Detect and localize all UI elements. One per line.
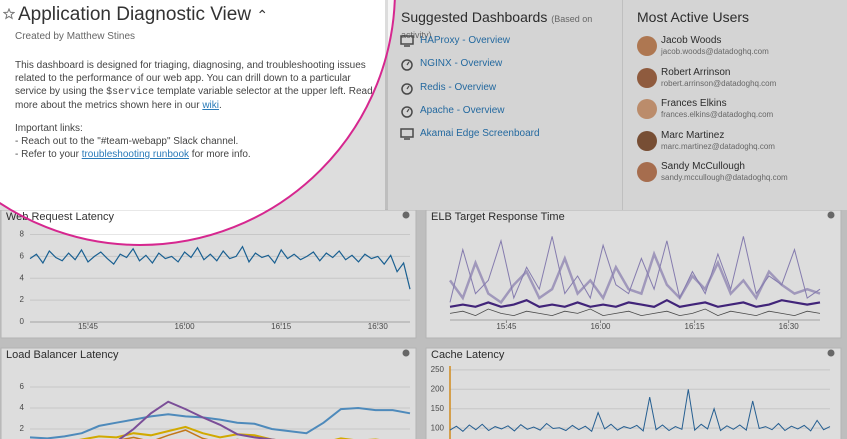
link-item: - Refer to your troubleshooting runbook … — [15, 149, 251, 160]
description: This dashboard is designed for triaging,… — [15, 60, 373, 111]
suggested-title: Suggested Dashboards (Based on activity) — [401, 9, 593, 40]
panel — [425, 209, 842, 339]
icon-shape — [406, 108, 410, 113]
series-line — [449, 236, 821, 303]
ptitle: Cache Latency — [431, 349, 505, 361]
dashboard-link[interactable]: Apache - Overview — [420, 104, 505, 116]
icon-shape — [401, 106, 413, 118]
link-item: - Reach out to the "#team-webapp" Slack … — [15, 136, 239, 147]
ptitle: Load Balancer Latency — [6, 349, 119, 361]
series-line — [29, 245, 411, 290]
links-heading: Important links: — [15, 123, 83, 134]
series-line — [118, 400, 276, 439]
dashboard-icon — [401, 59, 413, 72]
y-tick-label: 6 — [20, 382, 25, 391]
settings-icon[interactable] — [402, 349, 410, 357]
dashboard-icon — [400, 128, 414, 140]
settings-icon[interactable] — [827, 349, 835, 357]
users-title: Most Active Users — [637, 9, 750, 25]
dashboard-link[interactable]: HAProxy - Overview — [420, 35, 511, 46]
x-tick-label: 16:15 — [271, 322, 292, 331]
ptitle: ELB Target Response Time — [431, 211, 565, 223]
avatar[interactable] — [637, 36, 657, 56]
x-tick-label: 16:15 — [685, 322, 706, 331]
y-tick-label: 100 — [431, 423, 445, 432]
y-tick-label: 0 — [20, 317, 25, 326]
settings-icon[interactable] — [827, 211, 835, 219]
dashboard-link[interactable]: NGINX - Overview — [420, 58, 503, 70]
user-name: Sandy McCullough — [661, 161, 745, 172]
series-line — [449, 308, 821, 317]
y-tick-label: 4 — [20, 273, 25, 282]
user-email: marc.martinez@datadoghq.com — [661, 141, 775, 151]
user-name: Jacob Woods — [661, 35, 722, 46]
dashboard-icon — [400, 35, 414, 47]
dashboard-link[interactable]: Akamai Edge Screenboard — [420, 128, 540, 140]
settings-icon[interactable] — [402, 211, 410, 219]
avatar[interactable] — [637, 99, 657, 119]
series-line — [449, 298, 821, 308]
series-line — [78, 425, 380, 439]
panel — [0, 209, 417, 339]
user-email: robert.arrinson@datadoghq.com — [661, 78, 777, 88]
user-email: frances.elkins@datadoghq.com — [661, 110, 774, 119]
users-panel: Most Active Users Jacob Woods jacob.woods… — [622, 0, 847, 210]
star-icon[interactable] — [3, 8, 15, 20]
avatar[interactable] — [637, 67, 657, 88]
suggested-panel: Suggested Dashboards (Based on activity)… — [388, 0, 622, 210]
y-tick-label: 4 — [20, 403, 25, 412]
intro-panel: Application Diagnostic View ⌃ Created by… — [0, 0, 385, 210]
y-tick-label: 150 — [431, 404, 445, 413]
y-tick-label: 250 — [431, 365, 445, 374]
y-tick-label: 6 — [20, 252, 25, 261]
user-name: Marc Martinez — [661, 129, 725, 141]
created-by: Created by Matthew Stines — [15, 31, 136, 42]
user-name: Frances Elkins — [661, 98, 727, 109]
user-email: sandy.mccullough@datadoghq.com — [661, 173, 788, 182]
icon-shape — [406, 85, 410, 89]
x-tick-label: 16:00 — [175, 322, 196, 331]
series-line — [449, 389, 831, 433]
icon-shape — [406, 61, 410, 66]
icon-shape — [400, 35, 414, 45]
panel — [425, 347, 842, 439]
dashboard-link[interactable]: Redis - Overview — [420, 81, 497, 93]
icon-shape — [400, 128, 414, 138]
x-tick-label: 15:45 — [496, 322, 517, 331]
dashboard-icon — [401, 82, 413, 95]
runbook-link[interactable]: troubleshooting runbook — [81, 149, 190, 160]
panel — [0, 347, 417, 439]
y-tick-label: 8 — [20, 230, 25, 239]
user-name: Robert Arrinson — [661, 66, 731, 78]
y-tick-label: 200 — [431, 384, 445, 393]
y-tick-label: 2 — [20, 424, 25, 433]
x-tick-label: 16:00 — [590, 322, 611, 331]
wiki-link[interactable]: wiki — [202, 100, 219, 111]
series-line — [29, 406, 411, 439]
ptitle: Web Request Latency — [6, 211, 115, 223]
title: Application Diagnostic View ⌃ — [18, 4, 269, 25]
icon-shape — [401, 59, 413, 72]
dashboard-icon — [401, 106, 413, 118]
x-tick-label: 16:30 — [779, 322, 800, 331]
user-email: jacob.woods@datadoghq.com — [661, 47, 769, 56]
icon-shape — [401, 82, 413, 95]
x-tick-label: 15:45 — [78, 322, 99, 331]
avatar[interactable] — [637, 130, 657, 151]
x-tick-label: 16:30 — [368, 322, 389, 331]
avatar[interactable] — [637, 162, 657, 182]
y-tick-label: 2 — [20, 295, 25, 304]
